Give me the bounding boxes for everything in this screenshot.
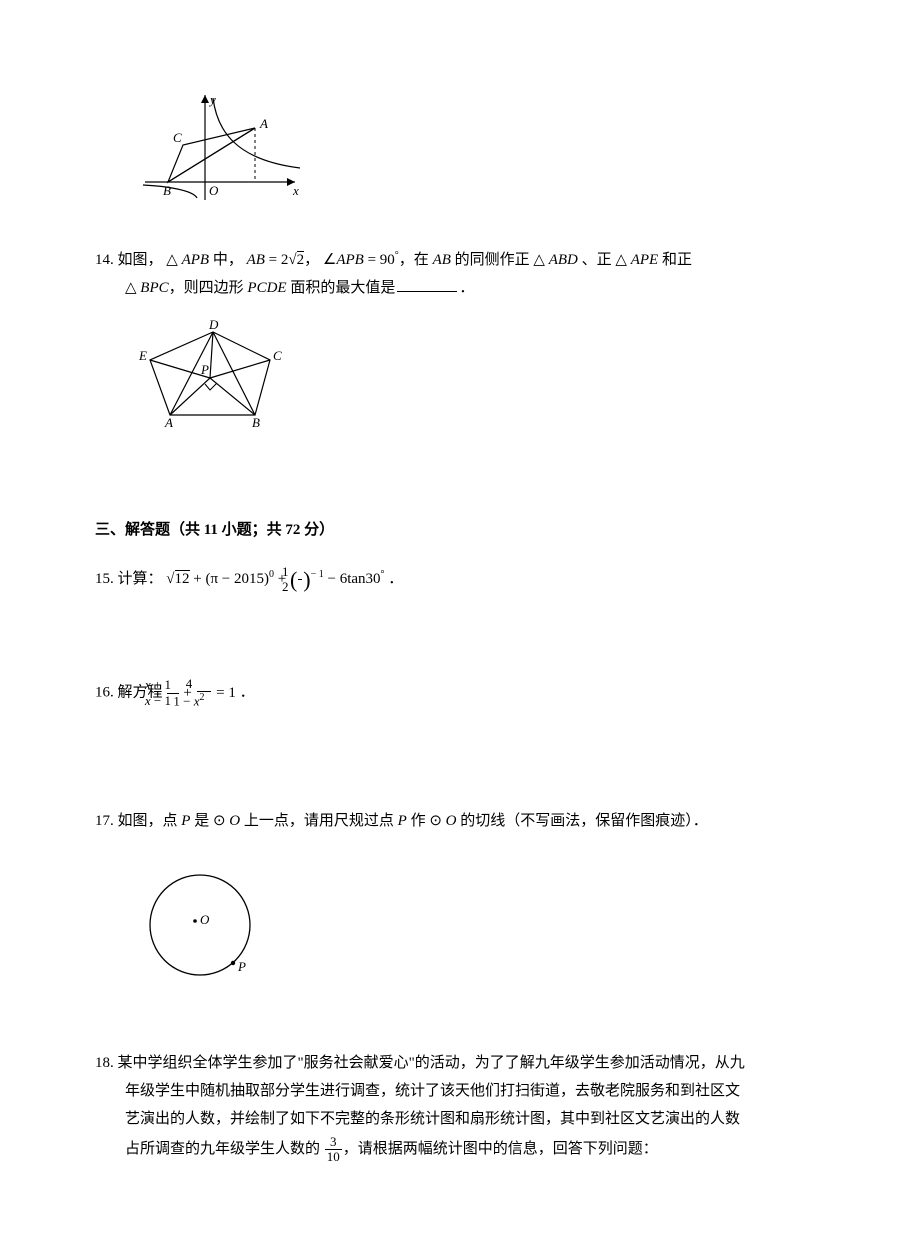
q16-expression: x + 1x − 1 + 41 − x2 = 1 (166, 685, 239, 701)
point-c-label: C (173, 130, 182, 145)
q15-text-1: 计算： (118, 571, 163, 587)
q16-number: 16. (95, 685, 114, 701)
q14-point-a: A (164, 415, 173, 430)
q14-text-1: 如图， (118, 252, 163, 268)
question-18: 18. 某中学组织全体学生参加了"服务社会献爱心"的活动，为了了解九年级学生参加… (95, 1051, 825, 1165)
q14-ab-eq: AB = 2√2 (247, 251, 305, 268)
section-3-heading: 三、解答题（共 11 小题；共 72 分） (95, 518, 825, 542)
q17-text-4: 作 (407, 813, 430, 829)
question-14: 14. 如图， △ APB 中， AB = 2√2， ∠APB = 90°，在 … (95, 248, 825, 438)
q17-number: 17. (95, 813, 114, 829)
q14-period: ． (459, 280, 474, 296)
q17-text-5: 的切线（不写画法，保留作图痕迹）． (457, 813, 708, 829)
q14-comma1: ， (304, 252, 319, 268)
q14-tri-ape: △ APE (615, 252, 658, 268)
q14-text-7: 和正 (658, 252, 692, 268)
question-15: 15. 计算： √12 + (π − 2015)0 + (12)− 1 − 6t… (95, 562, 825, 597)
q14-text-8: ，则四边形 (169, 280, 248, 296)
q18-fraction: 310 (325, 1135, 342, 1165)
q16-period: ． (240, 685, 255, 701)
point-b-label: B (163, 183, 171, 198)
q14-point-p: P (200, 362, 209, 377)
q14-tri-apb: △ APB (166, 252, 209, 268)
q14-text-5: 的同侧作正 (451, 252, 534, 268)
q14-text-9: 面积的最大值是 (287, 280, 396, 296)
axis-x-label: x (292, 183, 299, 198)
q17-p2: P (398, 813, 407, 829)
q14-point-c: C (273, 348, 282, 363)
q14-tri-bpc: △ BPC (125, 280, 169, 296)
q17-text-2: 是 (190, 813, 213, 829)
q18-number: 18. (95, 1055, 114, 1071)
q17-figure: O P (135, 863, 825, 1001)
q14-point-d: D (208, 320, 219, 332)
point-a-label: A (259, 116, 268, 131)
q14-point-e: E (138, 348, 147, 363)
q14-ab: AB (433, 252, 451, 268)
q15-expression: √12 + (π − 2015)0 + (12)− 1 − 6tan30° (166, 571, 388, 587)
q17-label-o: O (200, 912, 210, 927)
q17-circ-o-2: ⊙ O (429, 813, 456, 829)
q15-number: 15. (95, 571, 114, 587)
q18-text-4a: 占所调查的九年级学生人数的 (125, 1141, 324, 1157)
q14-figure: D E P C A B (135, 320, 825, 438)
origin-label: O (209, 183, 219, 198)
q17-text-3: 上一点，请用尺规过点 (240, 813, 398, 829)
q17-text-1: 如图，点 (118, 813, 182, 829)
q13-figure: y x C A B O (135, 90, 825, 218)
q14-text-2: 中， (213, 252, 243, 268)
q15-period: ． (388, 571, 403, 587)
q14-tri-abd: △ ABD (533, 252, 577, 268)
question-16: 16. 解方程 x + 1x − 1 + 41 − x2 = 1 ． (95, 677, 825, 709)
q18-text-2: 年级学生中随机抽取部分学生进行调查，统计了该天他们打扫街道，去敬老院服务和到社区… (95, 1079, 825, 1103)
q17-circ-o-1: ⊙ O (213, 813, 240, 829)
q14-number: 14. (95, 252, 114, 268)
q18-text-3: 艺演出的人数，并绘制了如下不完整的条形统计图和扇形统计图，其中到社区文艺演出的人… (95, 1107, 825, 1131)
q17-label-p: P (237, 959, 246, 974)
q14-text-6: 、正 (578, 252, 616, 268)
q14-pcde: PCDE (247, 280, 286, 296)
q14-angle: ∠APB = 90 (323, 252, 395, 268)
axis-y-label: y (208, 92, 216, 107)
q18-text-4b: ，请根据两幅统计图中的信息，回答下列问题： (343, 1141, 658, 1157)
q14-text-4: ，在 (399, 252, 433, 268)
q14-blank (397, 277, 457, 292)
question-17: 17. 如图，点 P 是 ⊙ O 上一点，请用尺规过点 P 作 ⊙ O 的切线（… (95, 809, 825, 1001)
q14-point-b: B (252, 415, 260, 430)
q18-text-1: 某中学组织全体学生参加了"服务社会献爱心"的活动，为了了解九年级学生参加活动情况… (118, 1055, 745, 1071)
